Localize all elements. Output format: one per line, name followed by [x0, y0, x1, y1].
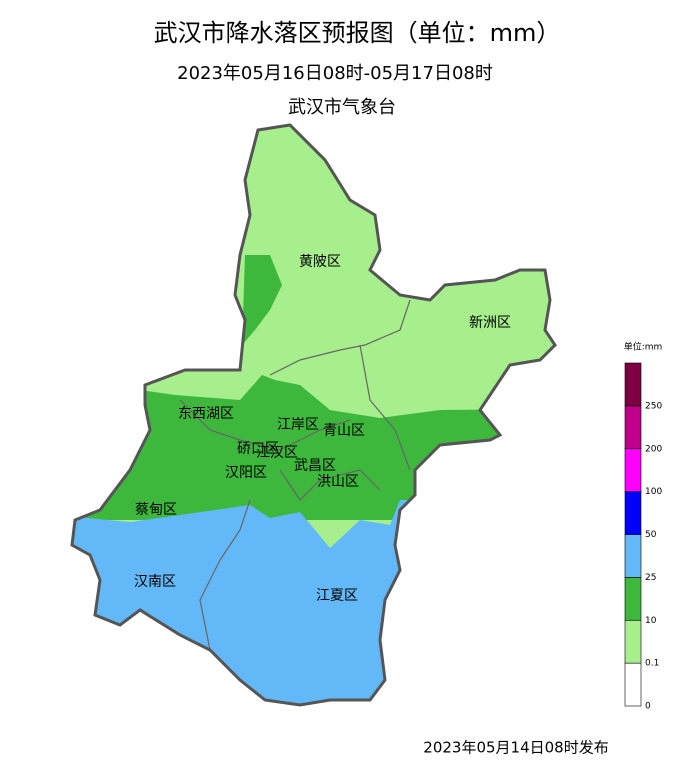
district-label: 青山区	[323, 423, 365, 439]
district-label: 武昌区	[294, 458, 336, 474]
district-label: 蔡甸区	[135, 502, 177, 518]
district-label: 汉南区	[134, 574, 176, 590]
district-label: 江岸区	[277, 417, 319, 433]
legend-tick-label: 100	[645, 487, 662, 497]
legend-tick-label: 10	[645, 616, 657, 626]
district-label: 江夏区	[316, 588, 358, 604]
legend-tick-label: 0	[645, 702, 651, 712]
issuer: 武汉市气象台	[288, 97, 396, 118]
legend-title: 单位:mm	[624, 341, 663, 353]
district-label: 洪山区	[317, 474, 359, 490]
legend-tick-label: 200	[645, 444, 662, 454]
legend-tick-label: 250	[645, 401, 662, 411]
footer: 2023年05月14日08时发布	[423, 739, 608, 757]
legend-swatch	[624, 448, 642, 492]
district-label: 新洲区	[469, 315, 511, 331]
district-label: 汉阳区	[225, 465, 267, 481]
district-borders	[179, 299, 411, 651]
legend-swatch	[624, 577, 642, 621]
district-label: 江汉区	[256, 445, 298, 461]
legend-swatch	[624, 534, 642, 578]
title: 武汉市降水落区预报图（单位：mm）	[154, 19, 561, 47]
legend-swatch	[624, 662, 642, 707]
area-blue	[72, 500, 555, 705]
legend-tick-label: 25	[645, 573, 656, 583]
district-label: 黄陂区	[299, 253, 341, 270]
legend-swatch	[624, 405, 642, 450]
legend-swatch	[624, 362, 642, 407]
district-label: 硚口区	[237, 441, 279, 457]
legend: 0 0.1 10 25 50 100 200 250	[624, 362, 662, 712]
district-label: 东西湖区	[178, 406, 234, 422]
district-labels: 黄陂区 新洲区 东西湖区 江岸区 青山区 硚口区 江汉区 汉阳区 武昌区 洪山区…	[134, 253, 511, 604]
area-green	[242, 255, 282, 345]
period: 2023年05月16日08时-05月17日08时	[177, 63, 493, 84]
city-outline	[70, 123, 557, 707]
legend-swatch	[624, 491, 642, 535]
legend-tick-label: 0.1	[645, 659, 659, 669]
legend-tick-label: 50	[645, 530, 657, 540]
legend-swatch	[624, 619, 642, 664]
